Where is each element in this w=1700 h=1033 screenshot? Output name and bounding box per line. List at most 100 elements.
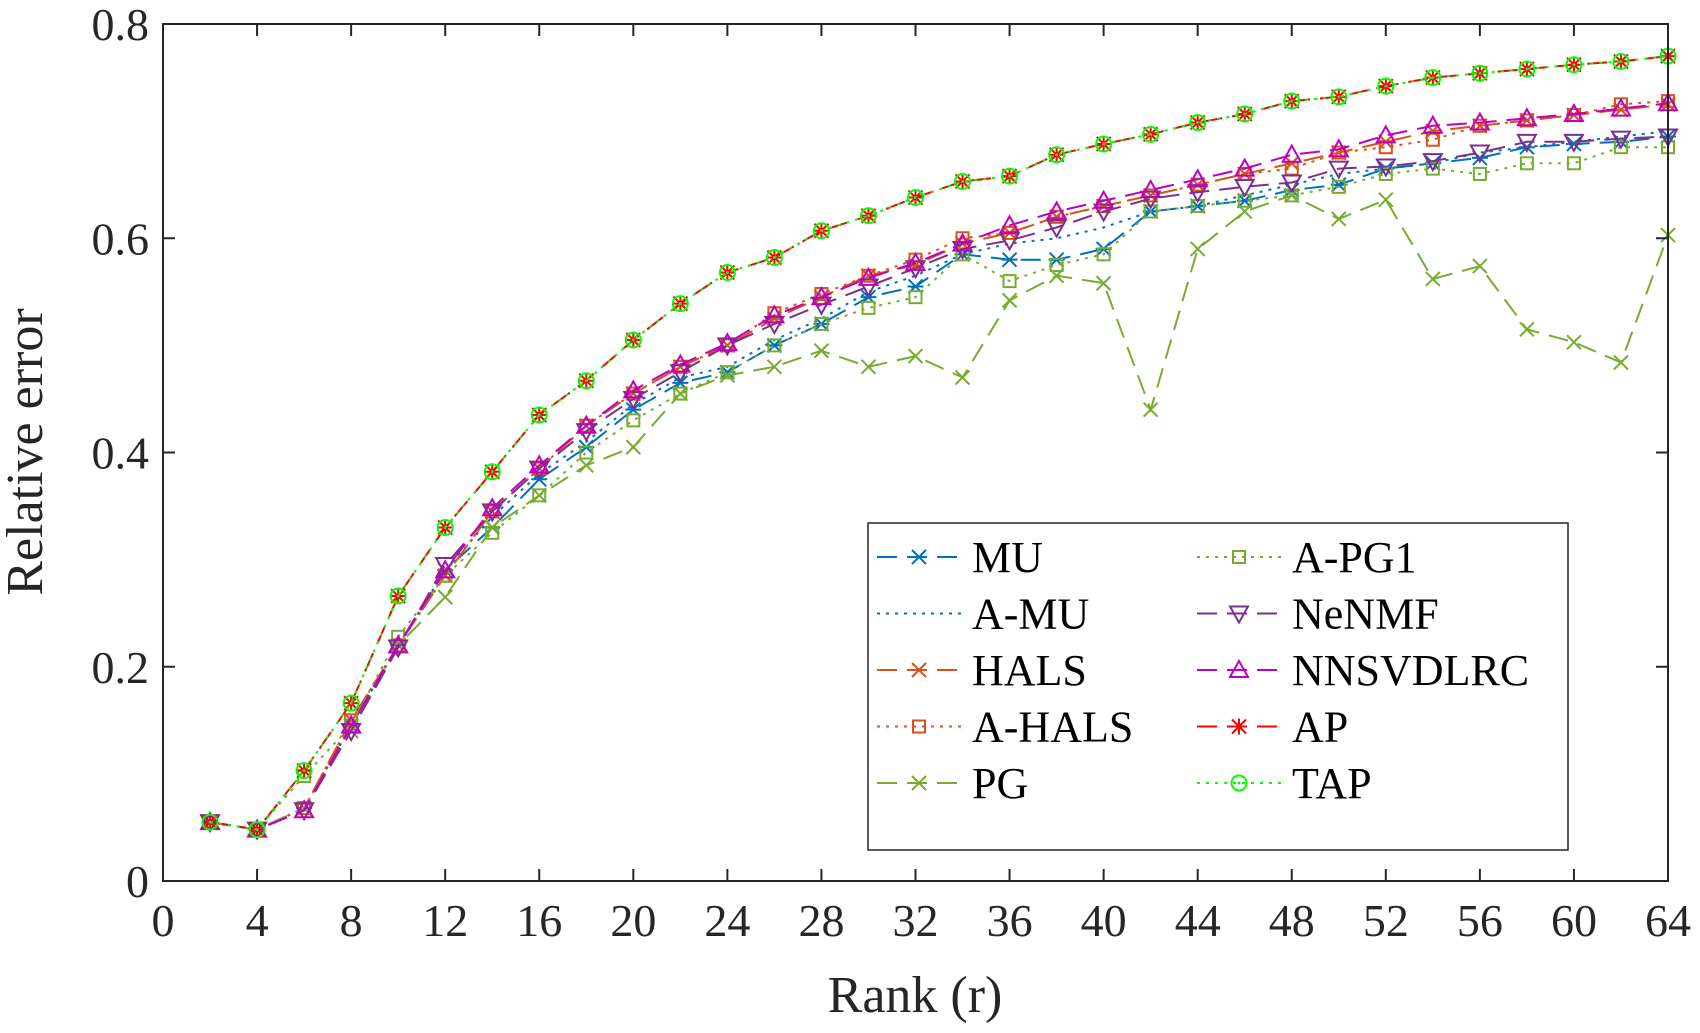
data-point [1095, 275, 1112, 291]
legend-label: AP [1292, 703, 1348, 752]
data-point [1284, 187, 1300, 204]
data-point [1143, 204, 1158, 219]
legend-item-ap: AP [1197, 703, 1348, 752]
series-line-pg [209, 194, 1669, 831]
data-point [1424, 69, 1442, 87]
legend-item-a-pg1: A-PG1 [1197, 533, 1417, 582]
data-point [1049, 258, 1064, 273]
data-point [622, 379, 645, 399]
data-point [391, 629, 406, 644]
data-point [1281, 174, 1303, 194]
legend-swatch-marker [912, 719, 926, 734]
data-point [1045, 200, 1068, 220]
data-point [1045, 219, 1068, 239]
data-point [622, 390, 645, 410]
legend-item-tap: TAP [1197, 759, 1372, 808]
data-point [812, 222, 830, 240]
data-point [1234, 157, 1256, 177]
x-tick-label: 28 [798, 895, 844, 946]
data-point [814, 316, 829, 331]
data-point [293, 799, 315, 819]
data-point [483, 463, 501, 481]
data-point [342, 694, 360, 712]
data-point [1472, 166, 1487, 181]
data-point [810, 286, 833, 306]
data-point [1516, 107, 1538, 127]
data-point [575, 414, 597, 434]
legend-label: A-PG1 [1292, 533, 1417, 582]
data-layer [199, 47, 1679, 841]
series-tap [201, 47, 1677, 839]
data-point [1422, 114, 1444, 134]
data-point [1563, 133, 1585, 153]
data-point [954, 369, 971, 386]
data-point [528, 454, 550, 474]
series-line-nnsvdlrc [209, 102, 1669, 831]
data-point [1471, 64, 1489, 82]
data-point [434, 559, 456, 579]
x-tick-label: 52 [1363, 895, 1409, 946]
data-point [1612, 52, 1630, 70]
x-tick-label: 44 [1175, 895, 1221, 946]
data-point [579, 445, 594, 460]
data-point [907, 189, 924, 207]
legend-swatch-marker [911, 549, 927, 565]
data-point [1563, 102, 1585, 122]
data-point [954, 172, 972, 190]
y-tick-label: 0 [126, 856, 149, 907]
x-tick-label: 0 [152, 895, 175, 946]
legend-item-pg: PG [877, 759, 1028, 808]
data-point [1283, 92, 1301, 110]
data-point [1518, 60, 1536, 78]
legend-swatch-marker [911, 662, 927, 678]
data-point [767, 338, 782, 353]
data-point [1519, 156, 1534, 171]
data-point [716, 337, 739, 357]
data-point [859, 207, 877, 225]
legend-label: NeNMF [1292, 590, 1439, 639]
data-point [1284, 188, 1299, 203]
legend-label: HALS [972, 646, 1087, 695]
data-point [485, 525, 500, 540]
data-point [1610, 97, 1632, 117]
data-point [1236, 105, 1254, 123]
x-tick-label: 12 [422, 895, 468, 946]
data-point [1186, 168, 1209, 188]
data-point [1092, 189, 1115, 209]
data-point [1186, 184, 1209, 204]
data-point [1328, 160, 1350, 180]
data-point [1613, 354, 1629, 371]
legend-label: NNSVDLRC [1292, 646, 1529, 695]
data-point [1425, 161, 1440, 176]
data-point [718, 264, 736, 282]
data-point [387, 634, 409, 654]
data-point [625, 439, 642, 455]
data-point [1095, 135, 1113, 153]
x-tick-label: 20 [610, 895, 656, 946]
data-point [577, 372, 595, 390]
data-point [1330, 88, 1348, 106]
data-point [998, 214, 1021, 234]
data-point [1001, 167, 1019, 185]
data-point [673, 386, 688, 401]
data-point [1189, 114, 1207, 132]
data-point [437, 589, 453, 605]
data-point [578, 457, 594, 474]
x-tick-label: 40 [1081, 895, 1127, 946]
data-point [201, 813, 219, 831]
legend-item-mu: MU [877, 533, 1043, 582]
data-point [763, 304, 786, 324]
data-point [1422, 153, 1444, 173]
y-tick-label: 0.4 [92, 428, 150, 479]
data-point [1566, 107, 1582, 123]
series-nnsvdlrc [199, 92, 1679, 838]
data-point [248, 821, 266, 839]
data-point [340, 714, 362, 734]
data-point [295, 762, 313, 780]
data-point [669, 353, 692, 373]
data-point [1519, 321, 1535, 338]
data-point [813, 343, 830, 359]
data-point [857, 266, 880, 286]
data-point [857, 278, 880, 298]
